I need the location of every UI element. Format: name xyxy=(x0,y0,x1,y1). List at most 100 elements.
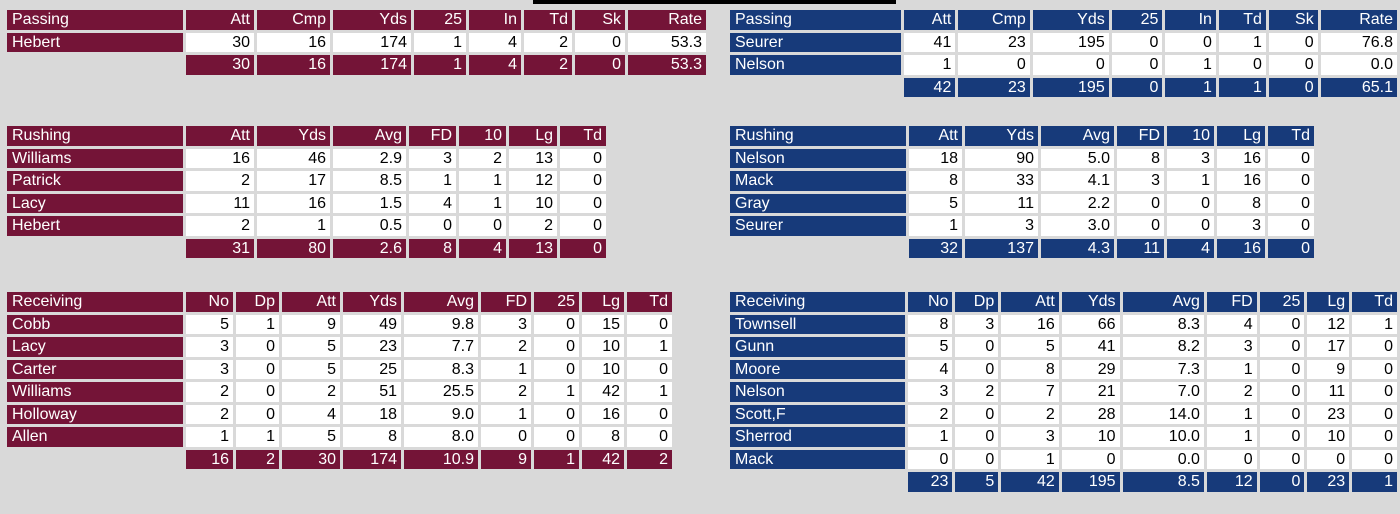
stat-cell: 0 xyxy=(1352,427,1397,447)
total-cell: 23 xyxy=(958,77,1030,97)
stat-cell: 29 xyxy=(1061,359,1120,379)
column-header: Td xyxy=(1218,10,1266,30)
stat-cell: 7.3 xyxy=(1122,359,1204,379)
stat-cell: 5 xyxy=(282,359,340,379)
stat-cell: 3 xyxy=(1117,171,1164,191)
stat-cell: 5 xyxy=(909,193,962,213)
home-passing-table: Passing Att Cmp Yds 25 In Td Sk Rate Hebert 30 16 17… xyxy=(4,7,709,78)
total-cell: 53.3 xyxy=(628,55,706,75)
stat-cell: 12 xyxy=(509,171,557,191)
stat-cell: 10 xyxy=(582,359,624,379)
player-name: Patrick xyxy=(7,171,183,191)
player-name: Hebert xyxy=(7,32,183,52)
stat-cell: 8 xyxy=(1217,193,1265,213)
player-row: Townsell 8 3 16 66 8.3 4 0 12 1 xyxy=(730,314,1397,334)
section-title: Rushing xyxy=(7,126,183,146)
stat-cell: 0 xyxy=(1218,55,1266,75)
player-row: Mack 0 0 1 0 0.0 0 0 0 0 xyxy=(730,449,1397,469)
stat-cell: 0 xyxy=(560,193,606,213)
stat-cell: 0 xyxy=(1268,55,1318,75)
stat-cell: 53.3 xyxy=(628,32,706,52)
total-cell: 8.5 xyxy=(1122,472,1204,492)
stat-cell: 1 xyxy=(627,382,672,402)
column-header: Sk xyxy=(1268,10,1318,30)
player-name: Seurer xyxy=(730,216,906,236)
stat-cell: 7.7 xyxy=(404,337,478,357)
stat-cell: 25.5 xyxy=(404,382,478,402)
stat-cell: 23 xyxy=(958,32,1030,52)
stat-cell: 0 xyxy=(1268,193,1314,213)
stat-cell: 0 xyxy=(955,337,999,357)
column-header: Avg xyxy=(1122,292,1204,312)
stat-cell: 2 xyxy=(524,32,572,52)
stat-cell: 23 xyxy=(1307,404,1350,424)
stat-cell: 11 xyxy=(965,193,1038,213)
total-cell: 195 xyxy=(1032,77,1109,97)
column-header: 10 xyxy=(1167,126,1214,146)
stat-cell: 14.0 xyxy=(1122,404,1204,424)
column-header: Yds xyxy=(333,10,411,30)
stat-cell: 1 xyxy=(534,382,579,402)
total-cell: 1 xyxy=(534,449,579,469)
total-cell: 174 xyxy=(343,449,401,469)
stat-cell: 2 xyxy=(1206,382,1257,402)
player-row: Lacy 11 16 1.5 4 1 10 0 xyxy=(7,193,606,213)
player-row: Williams 16 46 2.9 3 2 13 0 xyxy=(7,148,606,168)
header-row: Passing Att Cmp Yds 25 In Td Sk Rate xyxy=(7,10,706,30)
column-header: FD xyxy=(1206,292,1257,312)
stat-cell: 16 xyxy=(1001,314,1059,334)
stat-cell: 0 xyxy=(627,359,672,379)
stat-cell: 0 xyxy=(575,32,625,52)
column-header: Sk xyxy=(575,10,625,30)
away-rushing-table: Rushing Att Yds Avg FD 10 Lg Td Nelson 18 90 5.0 8 3 1… xyxy=(727,123,1317,261)
away-receiving-table: Receiving No Dp Att Yds Avg FD 25 Lg Td Townsell 8 3… xyxy=(727,289,1400,495)
stat-cell: 51 xyxy=(343,382,401,402)
player-row: Nelson 1 0 0 0 1 0 0 0.0 xyxy=(730,55,1397,75)
home-rushing-table: Rushing Att Yds Avg FD 10 Lg Td Williams 16 46 2.9 3… xyxy=(4,123,609,261)
stat-cell: 46 xyxy=(257,148,330,168)
stat-cell: 3 xyxy=(907,382,953,402)
stat-cell: 3.0 xyxy=(1041,216,1114,236)
player-name: Lacy xyxy=(7,193,183,213)
stat-cell: 0 xyxy=(1111,32,1163,52)
player-row: Scott,F 2 0 2 28 14.0 1 0 23 0 xyxy=(730,404,1397,424)
stat-cell: 1 xyxy=(1352,314,1397,334)
stat-cell: 4 xyxy=(1206,314,1257,334)
stat-cell: 16 xyxy=(582,404,624,424)
column-header: Yds xyxy=(965,126,1038,146)
stat-cell: 8 xyxy=(1001,359,1059,379)
totals-spacer xyxy=(7,239,183,259)
stat-cell: 0 xyxy=(1259,314,1305,334)
stat-cell: 8 xyxy=(907,314,953,334)
stat-cell: 4 xyxy=(907,359,953,379)
stat-cell: 0 xyxy=(1352,382,1397,402)
total-cell: 174 xyxy=(333,55,411,75)
player-row: Nelson 18 90 5.0 8 3 16 0 xyxy=(730,148,1314,168)
stat-cell: 0 xyxy=(1268,171,1314,191)
stat-cell: 2 xyxy=(459,148,506,168)
stat-cell: 0.5 xyxy=(333,216,406,236)
total-cell: 0 xyxy=(575,55,625,75)
stat-cell: 1 xyxy=(186,427,233,447)
column-header: Yds xyxy=(343,292,401,312)
stat-cell: 1 xyxy=(903,55,956,75)
stat-cell: 16 xyxy=(257,32,330,52)
stat-cell: 10.0 xyxy=(1122,427,1204,447)
stat-cell: 0 xyxy=(907,449,953,469)
stat-cell: 0.0 xyxy=(1320,55,1397,75)
stat-cell: 0 xyxy=(534,404,579,424)
stat-cell: 2 xyxy=(955,382,999,402)
stat-cell: 3 xyxy=(1167,148,1214,168)
stat-cell: 49 xyxy=(343,314,401,334)
stat-cell: 0 xyxy=(1117,216,1164,236)
header-row: Receiving No Dp Att Yds Avg FD 25 Lg Td xyxy=(730,292,1397,312)
player-name: Carter xyxy=(7,359,183,379)
stat-cell: 10 xyxy=(1061,427,1120,447)
total-cell: 23 xyxy=(907,472,953,492)
stat-cell: 0 xyxy=(534,337,579,357)
stat-cell: 0 xyxy=(1061,449,1120,469)
section-title: Passing xyxy=(7,10,183,30)
stat-cell: 0 xyxy=(955,449,999,469)
stat-cell: 3 xyxy=(965,216,1038,236)
stat-cell: 1 xyxy=(414,32,466,52)
